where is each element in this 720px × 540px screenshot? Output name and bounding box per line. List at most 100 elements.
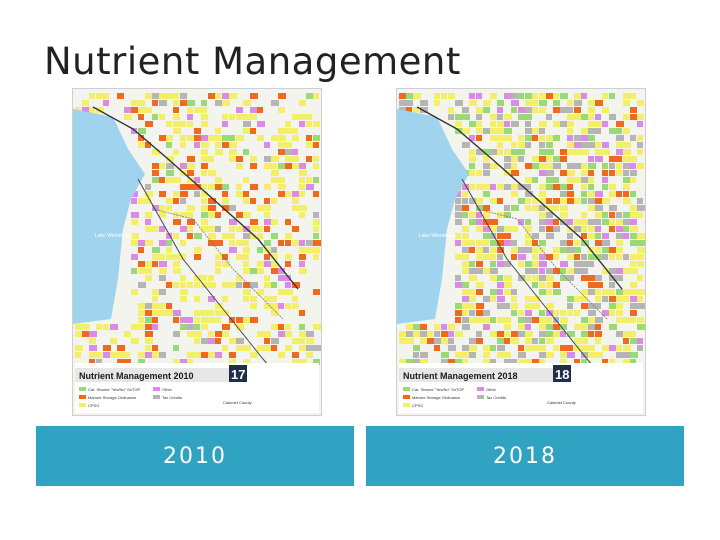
parcel-cell	[313, 219, 320, 225]
parcel-cell	[616, 303, 623, 309]
parcel-cell	[574, 107, 581, 113]
parcel-cell	[609, 324, 617, 330]
parcel-cell	[525, 163, 532, 169]
parcel-cell	[222, 142, 230, 148]
parcel-cell	[313, 345, 321, 351]
parcel-cell	[194, 247, 202, 253]
parcel-cell	[476, 128, 484, 134]
rail-line	[152, 208, 284, 320]
parcel-cell	[292, 135, 299, 141]
parcel-cell	[504, 338, 510, 344]
parcel-cell	[567, 128, 573, 134]
parcel-cell	[588, 226, 596, 232]
parcel-cell	[546, 331, 554, 337]
parcel-cell	[588, 352, 595, 358]
parcel-cell	[180, 254, 186, 260]
parcel-cell	[250, 156, 257, 162]
parcel-cell	[553, 163, 561, 169]
parcel-cell	[89, 359, 95, 365]
parcel-cell	[518, 359, 526, 365]
parcel-cell	[420, 352, 428, 358]
parcel-cell	[616, 296, 623, 302]
parcel-cell	[588, 177, 594, 183]
parcel-cell	[602, 240, 610, 246]
parcel-cell	[504, 184, 511, 190]
parcel-cell	[278, 142, 285, 148]
parcel-cell	[511, 142, 517, 148]
parcel-cell	[152, 345, 158, 351]
parcel-cell	[455, 219, 462, 225]
parcel-cell	[637, 205, 645, 211]
parcel-cell	[278, 289, 285, 295]
parcel-cell	[518, 352, 526, 358]
parcel-cell	[504, 233, 511, 239]
parcel-cell	[145, 261, 153, 267]
parcel-cell	[420, 100, 428, 106]
parcel-cell	[609, 114, 616, 120]
parcel-cell	[250, 107, 257, 113]
parcel-cell	[166, 121, 172, 127]
parcel-cell	[131, 198, 137, 204]
parcel-cell	[413, 345, 420, 351]
parcel-cell	[299, 114, 307, 120]
parcel-cell	[194, 135, 201, 141]
parcel-cell	[257, 121, 265, 127]
parcel-cell	[222, 345, 228, 351]
parcel-cell	[595, 142, 601, 148]
parcel-cell	[243, 345, 251, 351]
parcel-cell	[581, 324, 589, 330]
parcel-cell	[131, 191, 138, 197]
parcel-cell	[483, 324, 490, 330]
parcel-cell	[511, 331, 518, 337]
parcel-cell	[546, 93, 553, 99]
parcel-cell	[215, 268, 221, 274]
parcel-cell	[229, 282, 237, 288]
parcel-cell	[588, 135, 595, 141]
parcel-cell	[222, 93, 230, 99]
parcel-cell	[299, 163, 306, 169]
parcel-cell	[201, 338, 208, 344]
parcel-cell	[490, 135, 497, 141]
parcel-cell	[595, 100, 603, 106]
parcel-cell	[490, 121, 496, 127]
parcel-cell	[166, 156, 174, 162]
parcel-cell	[539, 289, 547, 295]
parcel-cell	[243, 282, 251, 288]
parcel-cell	[504, 149, 511, 155]
parcel-cell	[215, 317, 221, 323]
parcel-cell	[476, 338, 483, 344]
parcel-cell	[511, 93, 519, 99]
parcel-cell	[623, 345, 631, 351]
parcel-cell	[630, 310, 637, 316]
parcel-cell	[553, 282, 560, 288]
parcel-cell	[180, 121, 186, 127]
parcel-cell	[455, 282, 463, 288]
parcel-cell	[243, 317, 251, 323]
parcel-cell	[75, 331, 83, 337]
parcel-cell	[532, 338, 538, 344]
parcel-cell	[616, 170, 622, 176]
parcel-cell	[264, 331, 271, 337]
parcel-cell	[595, 149, 603, 155]
parcel-cell	[208, 352, 215, 358]
parcel-cell	[89, 107, 95, 113]
parcel-cell	[145, 240, 153, 246]
parcel-cell	[75, 352, 81, 358]
parcel-cell	[292, 191, 299, 197]
parcel-cell	[483, 184, 491, 190]
parcel-cell	[553, 310, 559, 316]
parcel-cell	[609, 219, 615, 225]
parcel-cell	[511, 100, 519, 106]
parcel-cell	[490, 345, 496, 351]
parcel-cell	[602, 142, 609, 148]
parcel-cell	[187, 170, 194, 176]
parcel-cell	[285, 282, 291, 288]
parcel-cell	[117, 352, 125, 358]
parcel-cell	[173, 114, 180, 120]
parcel-cell	[166, 177, 173, 183]
parcel-cell	[406, 100, 413, 106]
parcel-cell	[630, 107, 637, 113]
parcel-cell	[187, 156, 195, 162]
parcel-cell	[525, 135, 533, 141]
parcel-cell	[152, 149, 160, 155]
